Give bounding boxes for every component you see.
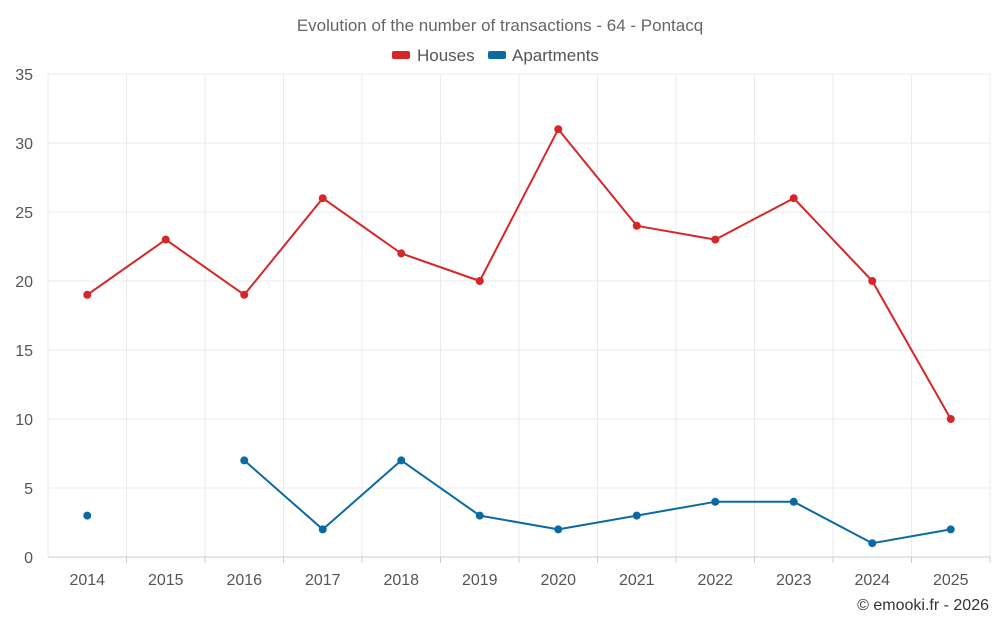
legend-label-houses: Houses [417, 46, 475, 65]
x-tick-label-2024: 2024 [854, 572, 890, 589]
x-tick-label-2017: 2017 [305, 572, 341, 589]
series-line-apartments-1 [243, 459, 951, 545]
data-point-houses-2025 [946, 415, 955, 423]
data-point-apartments-2019 [475, 511, 484, 520]
x-tick-label-2019: 2019 [462, 572, 498, 589]
data-point-houses-2016 [240, 290, 249, 299]
data-point-apartments-2023 [789, 497, 798, 506]
data-point-apartments-2018 [397, 456, 406, 465]
data-point-houses-2017 [318, 194, 327, 203]
data-point-houses-2024 [868, 277, 877, 285]
data-point-apartments-2016 [240, 456, 249, 465]
series-houses [83, 125, 955, 423]
credit-text: © emooki.fr - 2026 [857, 597, 989, 614]
x-tick-label-2025: 2025 [933, 572, 969, 589]
series-line-houses-0 [86, 128, 952, 420]
legend-label-apartments: Apartments [512, 46, 599, 65]
y-tick-label-35: 35 [15, 67, 33, 84]
data-point-houses-2014 [83, 290, 92, 299]
y-tick-label-0: 0 [24, 550, 33, 567]
data-point-apartments-2024 [868, 539, 877, 548]
data-point-houses-2020 [554, 125, 563, 134]
x-tick-label-2016: 2016 [226, 572, 262, 589]
data-point-houses-2019 [475, 277, 484, 285]
data-point-apartments-2020 [554, 525, 563, 534]
x-tick-label-2014: 2014 [69, 572, 105, 589]
x-tick-label-2021: 2021 [619, 572, 655, 589]
x-tick-label-2020: 2020 [540, 572, 576, 589]
data-point-houses-2018 [397, 249, 406, 258]
x-tick-label-2015: 2015 [148, 572, 184, 589]
x-tick-label-2023: 2023 [776, 572, 812, 589]
chart-title: Evolution of the number of transactions … [297, 16, 703, 35]
x-tick-label-2022: 2022 [697, 572, 733, 589]
series-layer [83, 125, 955, 548]
y-tick-label-30: 30 [15, 136, 33, 153]
x-tick-label-2018: 2018 [383, 572, 419, 589]
legend-swatch-apartments [488, 51, 506, 59]
data-point-houses-2023 [789, 194, 798, 203]
data-point-houses-2022 [711, 235, 720, 244]
data-point-apartments-2021 [632, 511, 641, 520]
y-tick-label-15: 15 [15, 343, 33, 360]
data-point-houses-2021 [632, 221, 641, 230]
y-tick-label-5: 5 [24, 481, 33, 498]
grid [47, 73, 991, 557]
series-apartments [83, 456, 955, 548]
legend-swatch-houses [392, 51, 410, 59]
y-tick-label-20: 20 [15, 274, 33, 291]
data-point-apartments-2022 [711, 497, 720, 506]
data-point-apartments-2014 [83, 511, 92, 520]
y-tick-label-10: 10 [15, 412, 33, 429]
legend: Houses Apartments [392, 46, 599, 65]
data-point-houses-2015 [161, 235, 170, 244]
data-point-apartments-2025 [946, 525, 955, 534]
y-tick-label-25: 25 [15, 205, 33, 222]
data-point-apartments-2017 [318, 525, 327, 534]
